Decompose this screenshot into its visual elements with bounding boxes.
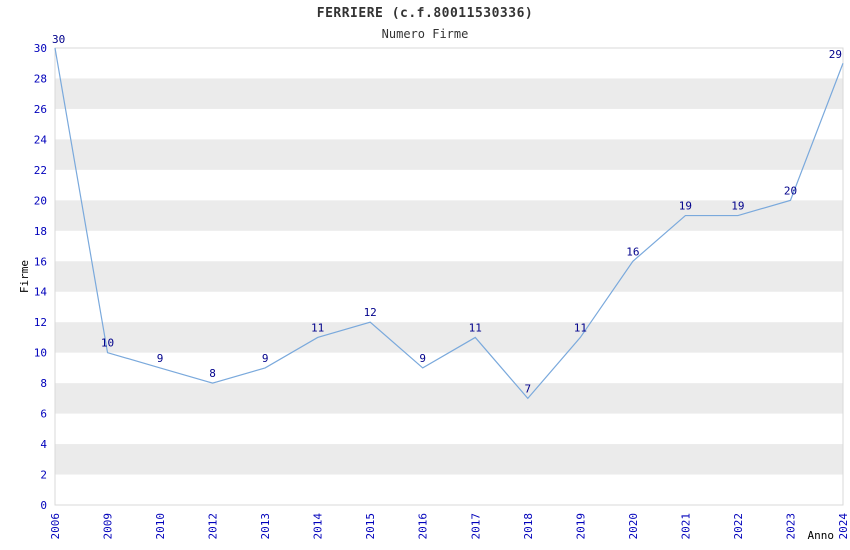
data-label: 9 <box>419 352 426 365</box>
x-tick-label: 2024 <box>837 513 850 540</box>
grid-band <box>55 261 843 292</box>
y-tick-label: 14 <box>34 286 48 299</box>
y-tick-label: 4 <box>40 438 47 451</box>
x-tick-label: 2019 <box>574 513 587 540</box>
y-axis-title: Firme <box>18 260 31 293</box>
x-tick-label: 2013 <box>259 513 272 540</box>
data-label: 10 <box>101 337 114 350</box>
x-tick-label: 2017 <box>469 513 482 540</box>
x-tick-label: 2023 <box>784 513 797 540</box>
data-label: 9 <box>157 352 164 365</box>
chart-title: FERRIERE (c.f.80011530336) <box>316 6 534 21</box>
x-tick-label: 2012 <box>207 513 220 540</box>
y-tick-label: 8 <box>40 377 47 390</box>
series-line <box>54 47 844 400</box>
x-tick-label: 2021 <box>679 513 692 540</box>
y-tick-label: 16 <box>34 255 47 268</box>
y-tick-label: 6 <box>40 408 47 421</box>
x-tick-label: 2018 <box>522 513 535 540</box>
x-tick-label: 2015 <box>364 513 377 540</box>
y-tick-label: 30 <box>34 42 47 55</box>
data-label: 8 <box>209 367 216 380</box>
grid-band <box>55 383 843 414</box>
x-tick-label: 2010 <box>154 513 167 540</box>
plot-border <box>54 47 844 506</box>
grid-band <box>55 78 843 109</box>
y-tick-label: 0 <box>40 499 47 512</box>
grid-band <box>55 444 843 475</box>
y-tick-label: 18 <box>34 225 47 238</box>
data-label: 16 <box>626 245 639 258</box>
y-tick-label: 26 <box>34 103 47 116</box>
data-label: 19 <box>679 200 692 213</box>
x-tick-label: 2016 <box>417 513 430 540</box>
y-tick-label: 2 <box>40 469 47 482</box>
data-label: 19 <box>731 200 744 213</box>
data-label: 11 <box>469 321 482 334</box>
data-label: 30 <box>52 33 65 46</box>
data-label: 9 <box>262 352 269 365</box>
data-label: 7 <box>524 382 531 395</box>
y-tick-label: 24 <box>34 133 48 146</box>
y-tick-label: 10 <box>34 347 47 360</box>
data-label: 12 <box>364 306 377 319</box>
data-label: 11 <box>311 321 324 334</box>
y-tick-label: 12 <box>34 316 47 329</box>
x-tick-label: 2006 <box>49 513 62 540</box>
x-tick-label: 2022 <box>732 513 745 540</box>
y-tick-label: 28 <box>34 72 47 85</box>
data-label: 29 <box>829 48 842 61</box>
data-label: 20 <box>784 184 797 197</box>
y-tick-label: 20 <box>34 194 47 207</box>
grid-band <box>55 139 843 170</box>
y-tick-label: 22 <box>34 164 47 177</box>
x-axis-title: Anno <box>808 529 835 542</box>
grid-band <box>55 322 843 353</box>
chart-subtitle: Numero Firme <box>381 27 469 41</box>
x-tick-label: 2020 <box>627 513 640 540</box>
x-tick-label: 2009 <box>102 513 115 540</box>
data-label: 11 <box>574 321 587 334</box>
x-tick-label: 2014 <box>312 513 325 540</box>
